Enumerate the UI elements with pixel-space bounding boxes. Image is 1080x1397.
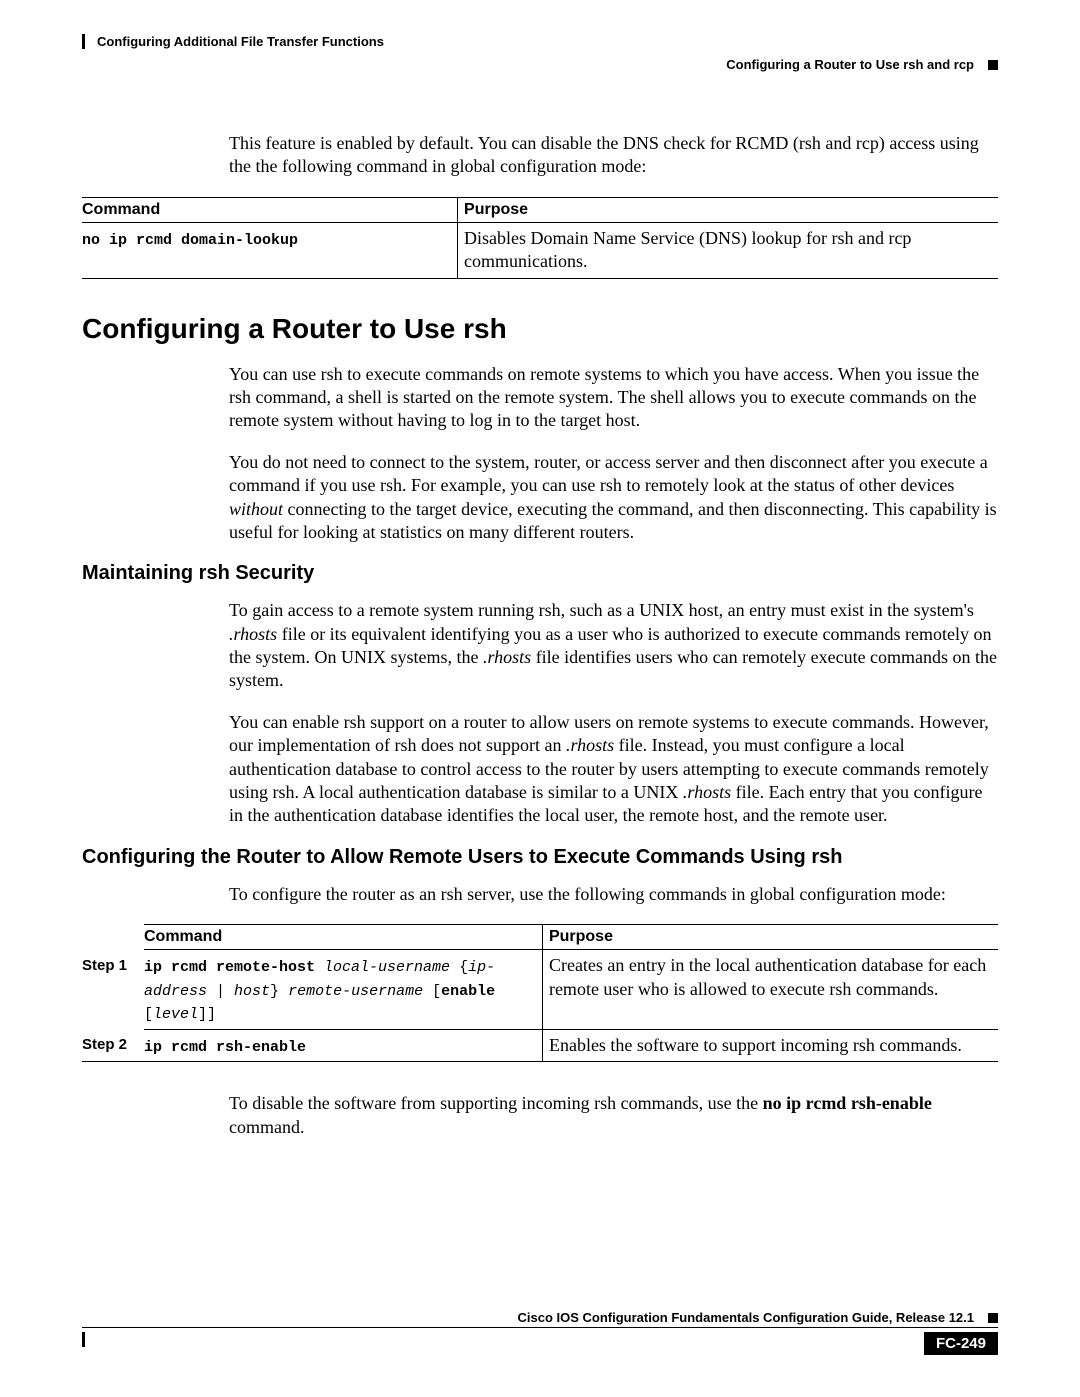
table2-header-purpose: Purpose bbox=[542, 925, 998, 950]
table1-header-command: Command bbox=[82, 197, 458, 222]
disable-paragraph: To disable the software from supporting … bbox=[229, 1092, 998, 1139]
rhosts-filename: .rhosts bbox=[483, 647, 531, 667]
step2-label: Step 2 bbox=[82, 1029, 144, 1062]
bold-command: no ip rcmd rsh-enable bbox=[763, 1093, 932, 1113]
rsh-paragraph-2: You do not need to connect to the system… bbox=[229, 451, 998, 545]
chapter-header: Configuring Additional File Transfer Fun… bbox=[82, 34, 998, 49]
cmd-italic: remote-username bbox=[288, 983, 432, 1000]
command-text: no ip rcmd domain-lookup bbox=[82, 232, 298, 249]
footer-page-row: FC-249 bbox=[82, 1332, 998, 1355]
cmd-italic: local-username bbox=[324, 959, 459, 976]
text-segment: You do not need to connect to the system… bbox=[229, 452, 988, 495]
main-section-heading: Configuring a Router to Use rsh bbox=[82, 313, 998, 345]
cmd-plain: | bbox=[216, 983, 234, 1000]
section-header: Configuring a Router to Use rsh and rcp bbox=[82, 57, 998, 72]
footer-square-icon bbox=[988, 1313, 998, 1323]
text-segment: To gain access to a remote system runnin… bbox=[229, 600, 974, 620]
document-page: Configuring Additional File Transfer Fun… bbox=[0, 0, 1080, 1397]
cmd-plain: { bbox=[459, 959, 468, 976]
text-segment: connecting to the target device, executi… bbox=[229, 499, 997, 542]
rsh-paragraph-1: You can use rsh to execute commands on r… bbox=[229, 363, 998, 433]
page-footer: Cisco IOS Configuration Fundamentals Con… bbox=[82, 1310, 998, 1355]
section-title: Configuring a Router to Use rsh and rcp bbox=[726, 57, 974, 72]
book-title: Cisco IOS Configuration Fundamentals Con… bbox=[517, 1310, 974, 1325]
rhosts-filename: .rhosts bbox=[683, 782, 731, 802]
text-segment: command. bbox=[229, 1117, 304, 1137]
table1-cell-purpose: Disables Domain Name Service (DNS) looku… bbox=[458, 222, 998, 278]
subsection2-heading: Configuring the Router to Allow Remote U… bbox=[82, 846, 998, 869]
intro-paragraph: This feature is enabled by default. You … bbox=[229, 132, 998, 179]
security-paragraph-2: You can enable rsh support on a router t… bbox=[229, 711, 998, 828]
step2-purpose: Enables the software to support incoming… bbox=[542, 1029, 998, 1062]
table1-cell-command: no ip rcmd domain-lookup bbox=[82, 222, 458, 278]
footer-bar-icon bbox=[82, 1332, 85, 1347]
cmd-plain: [ bbox=[432, 983, 441, 1000]
rhosts-filename: .rhosts bbox=[566, 735, 614, 755]
subsection1-heading: Maintaining rsh Security bbox=[82, 562, 998, 585]
step1-command: ip rcmd remote-host local-username {ip-a… bbox=[144, 950, 542, 1030]
italic-text: without bbox=[229, 499, 283, 519]
cmd-bold: enable bbox=[441, 983, 495, 1000]
dns-lookup-table: Command Purpose no ip rcmd domain-lookup… bbox=[82, 197, 998, 279]
table1-header-purpose: Purpose bbox=[458, 197, 998, 222]
step1-label: Step 1 bbox=[82, 950, 144, 1030]
footer-book-line: Cisco IOS Configuration Fundamentals Con… bbox=[82, 1310, 998, 1328]
page-number: FC-249 bbox=[924, 1332, 998, 1355]
step1-purpose: Creates an entry in the local authentica… bbox=[542, 950, 998, 1030]
cmd-italic: level bbox=[153, 1006, 198, 1023]
cmd-bold: ip rcmd remote-host bbox=[144, 959, 324, 976]
step2-command: ip rcmd rsh-enable bbox=[144, 1029, 542, 1062]
header-bar-icon bbox=[82, 34, 85, 49]
security-paragraph-1: To gain access to a remote system runnin… bbox=[229, 599, 998, 693]
text-segment: To disable the software from supporting … bbox=[229, 1093, 763, 1113]
table2-header-command: Command bbox=[144, 925, 542, 950]
config-intro-paragraph: To configure the router as an rsh server… bbox=[229, 883, 998, 906]
header-square-icon bbox=[988, 60, 998, 70]
cmd-plain: ]] bbox=[198, 1006, 216, 1023]
empty-header-cell bbox=[82, 925, 144, 950]
cmd-italic: host bbox=[234, 983, 270, 1000]
chapter-title: Configuring Additional File Transfer Fun… bbox=[97, 34, 384, 49]
config-steps-table: Command Purpose Step 1 ip rcmd remote-ho… bbox=[82, 924, 998, 1062]
cmd-plain: [ bbox=[144, 1006, 153, 1023]
cmd-plain: } bbox=[270, 983, 288, 1000]
rhosts-filename: .rhosts bbox=[229, 624, 277, 644]
command-text: ip rcmd rsh-enable bbox=[144, 1039, 306, 1056]
